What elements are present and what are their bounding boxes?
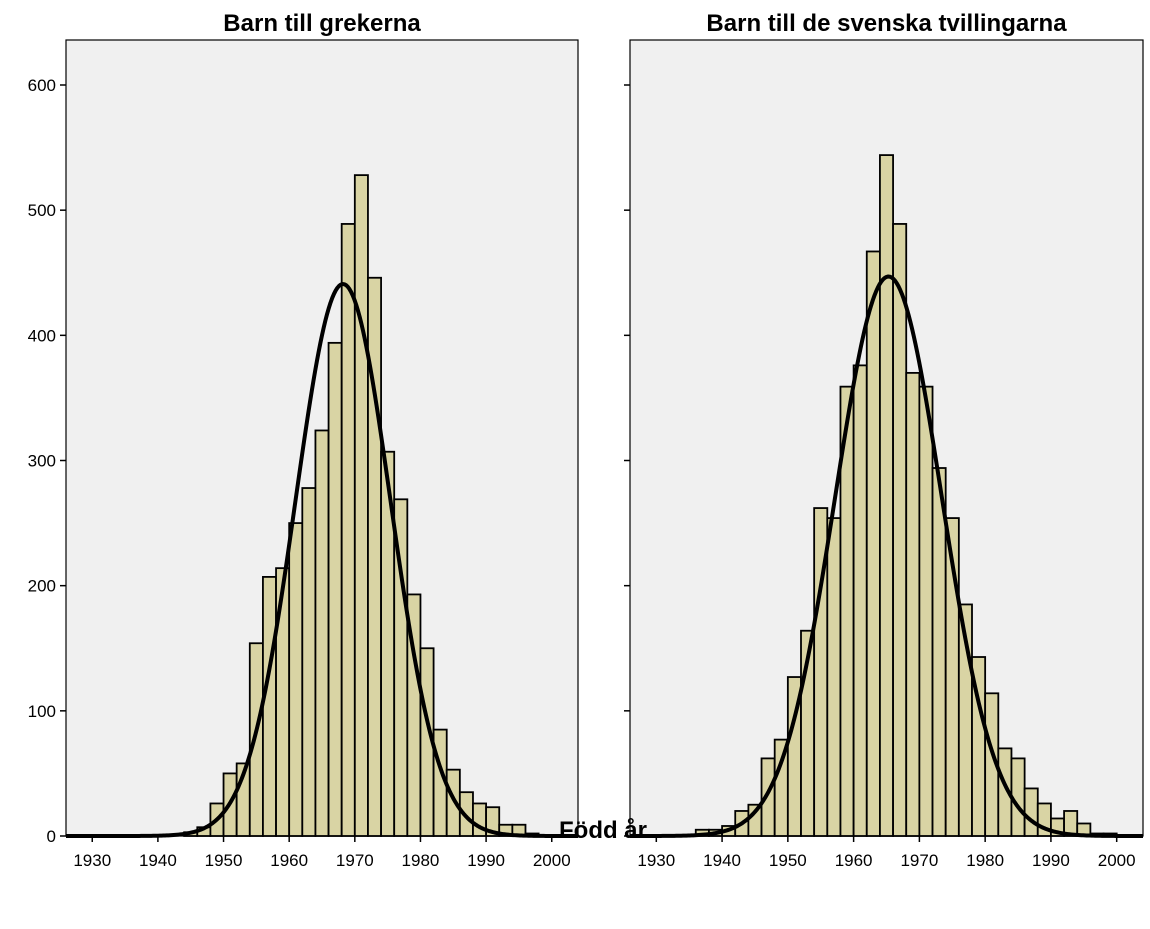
x-tick-label: 1930 <box>73 851 111 870</box>
histogram-bar <box>852 364 868 837</box>
x-tick-label: 1960 <box>270 851 308 870</box>
histogram-bar <box>340 223 356 837</box>
x-tick-label: 1940 <box>703 851 741 870</box>
y-tick-label: 0 <box>47 827 56 846</box>
histogram-bar <box>826 517 842 837</box>
y-tick-label: 600 <box>28 76 56 95</box>
histogram-bar <box>262 576 277 837</box>
x-tick-label: 1950 <box>769 851 807 870</box>
y-tick-label: 100 <box>28 702 56 721</box>
histogram-bar <box>485 806 501 837</box>
x-tick-label: 1970 <box>336 851 374 870</box>
y-tick-label: 200 <box>28 577 56 596</box>
x-tick-label: 1940 <box>139 851 177 870</box>
histogram-bar <box>301 487 317 837</box>
histogram-panel-swedish-twins: Barn till de svenska tvillingarna 1930 19… <box>624 10 1144 870</box>
y-tick-label: 300 <box>28 452 56 471</box>
histogram-bar <box>288 522 304 837</box>
x-tick-label: 2000 <box>533 851 571 870</box>
x-tick-label: 1980 <box>966 851 1004 870</box>
x-tick-label: 1970 <box>900 851 938 870</box>
x-tick-label: 1990 <box>1032 851 1070 870</box>
histogram-bar <box>865 250 881 837</box>
x-tick-label: 1980 <box>402 851 440 870</box>
histogram-bar <box>905 371 921 837</box>
histogram-bar <box>327 341 343 837</box>
histogram-bar <box>1023 787 1039 837</box>
normal-curve-line <box>629 274 1144 838</box>
panel-title: Barn till grekerna <box>223 10 421 37</box>
x-tick-label: 2000 <box>1098 851 1136 870</box>
histogram-bar <box>353 174 369 837</box>
y-tick-label: 400 <box>28 326 56 345</box>
x-tick-label: 1990 <box>467 851 505 870</box>
histogram-panel-greeks: Barn till grekerna 1930 1940 1950 1960 1970 1… <box>28 10 579 870</box>
x-tick-label: 1930 <box>637 851 675 870</box>
normal-curve-line <box>65 282 579 838</box>
x-tick-label: 1950 <box>205 851 243 870</box>
x-tick-label: 1960 <box>835 851 873 870</box>
histogram-bar <box>918 385 934 837</box>
histogram-bar <box>892 223 908 837</box>
x-axis-title: Född år <box>559 817 647 844</box>
histogram-bar <box>248 642 264 837</box>
panel-title: Barn till de svenska tvillingarna <box>706 10 1067 37</box>
y-tick-label: 500 <box>28 201 56 220</box>
histogram-bar <box>314 429 330 837</box>
histogram-bar <box>879 154 894 837</box>
histogram-bar <box>931 467 947 837</box>
